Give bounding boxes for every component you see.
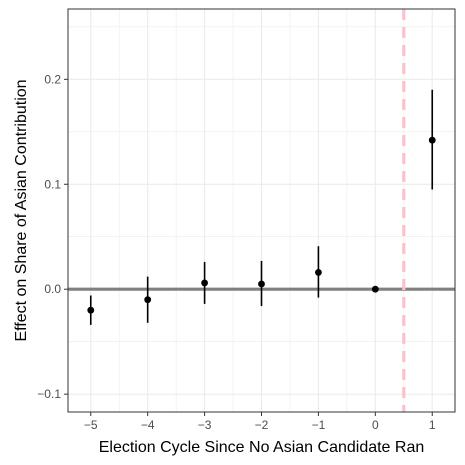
x-axis-ticks: −5 −4 −3 −2 −1 0 1 (84, 412, 436, 432)
data-point (87, 306, 95, 314)
y-tick-label: 0.0 (44, 282, 61, 296)
y-tick-label: −0.1 (37, 387, 61, 401)
x-tick-label: −2 (255, 418, 269, 432)
data-point (258, 280, 265, 288)
x-tick-label: −4 (141, 418, 155, 432)
data-point (201, 279, 208, 287)
data-point (315, 269, 322, 276)
x-tick-label: 1 (429, 418, 436, 432)
data-point (428, 136, 436, 144)
x-axis-title: Election Cycle Since No Asian Candidate … (99, 439, 425, 456)
y-axis-title: Effect on Share of Asian Contribution (13, 79, 30, 341)
y-axis-ticks: −0.1 0.0 0.1 0.2 (37, 72, 68, 401)
y-tick-label: 0.2 (44, 72, 61, 86)
data-marks (87, 89, 436, 325)
x-tick-label: 0 (372, 418, 379, 432)
data-point (144, 296, 152, 304)
data-point (371, 285, 379, 293)
x-tick-label: −3 (198, 418, 212, 432)
x-tick-label: −5 (84, 418, 98, 432)
x-tick-label: −1 (312, 418, 326, 432)
y-tick-label: 0.1 (44, 177, 61, 191)
